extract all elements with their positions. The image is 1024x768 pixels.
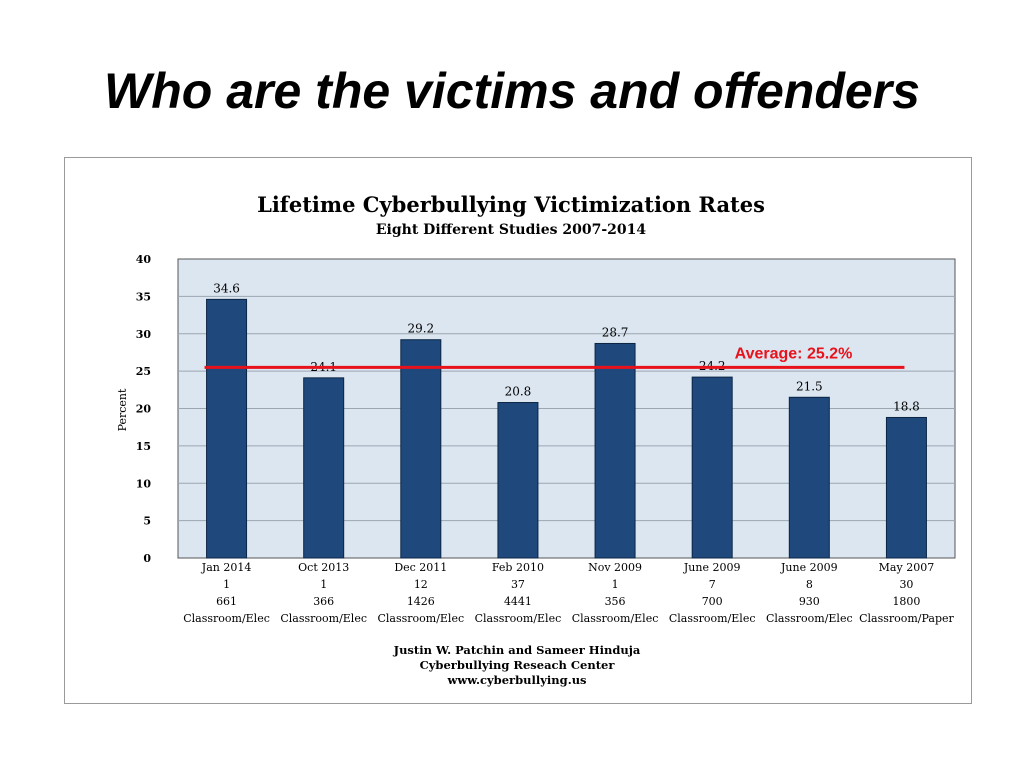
- bar: [400, 339, 442, 559]
- bar: [206, 298, 248, 559]
- data-label: 20.8: [505, 385, 532, 399]
- x-tick-label: Jan 2014: [201, 561, 252, 574]
- bar: [885, 416, 927, 559]
- x-tick-sublabel: Classroom/Elec: [183, 612, 270, 625]
- chart-marks: 0 5 10 15 20 25 30 35 40 34.6 Jan 2014 1 661 Classroo…: [136, 253, 956, 625]
- credit-center: Cyberbullying Reseach Center: [420, 658, 616, 672]
- y-tick-label: 25: [136, 365, 151, 378]
- bar: [691, 376, 733, 559]
- x-tick-label: June 2009: [683, 561, 741, 574]
- data-label: 29.2: [407, 322, 434, 336]
- x-tick-sublabel: 1: [223, 578, 230, 591]
- chart-title: Lifetime Cyberbullying Victimization Rat…: [257, 192, 765, 217]
- data-label: 28.7: [602, 325, 629, 339]
- x-tick-sublabel: Classroom/Elec: [669, 612, 756, 625]
- bar-chart: Lifetime Cyberbullying Victimization Rat…: [116, 192, 956, 687]
- x-tick-sublabel: 1426: [407, 595, 435, 608]
- x-tick-sublabel: 930: [799, 595, 820, 608]
- y-tick-label: 10: [136, 477, 152, 490]
- x-tick-sublabel: 1: [612, 578, 619, 591]
- x-tick-sublabel: 8: [806, 578, 813, 591]
- average-label: Average: 25.2%: [735, 345, 853, 362]
- x-tick-sublabel: 12: [414, 578, 428, 591]
- x-tick-label: Dec 2011: [394, 561, 447, 574]
- y-tick-label: 40: [136, 253, 152, 266]
- y-tick-label: 20: [136, 403, 152, 416]
- data-label: 34.6: [213, 281, 240, 295]
- credit-website: www.cyberbullying.us: [446, 673, 586, 687]
- x-tick-sublabel: 1: [320, 578, 327, 591]
- credit-authors: Justin W. Patchin and Sameer Hinduja: [393, 643, 641, 657]
- x-tick-sublabel: 1800: [892, 595, 920, 608]
- x-tick-label: May 2007: [879, 561, 935, 574]
- x-tick-sublabel: 661: [216, 595, 237, 608]
- x-tick-sublabel: 356: [605, 595, 626, 608]
- x-tick-sublabel: 37: [511, 578, 525, 591]
- slide-title: Who are the victims and offenders: [104, 63, 920, 119]
- x-tick-sublabel: Classroom/Elec: [280, 612, 367, 625]
- chart-figure: Lifetime Cyberbullying Victimization Rat…: [64, 157, 972, 704]
- y-axis-label: Percent: [116, 388, 129, 431]
- x-tick-sublabel: Classroom/Paper: [859, 612, 954, 625]
- bar: [788, 396, 830, 559]
- x-tick-sublabel: Classroom/Elec: [572, 612, 659, 625]
- bar: [497, 402, 539, 559]
- y-tick-label: 30: [136, 328, 152, 341]
- x-tick-sublabel: 4441: [504, 595, 532, 608]
- x-tick-label: June 2009: [780, 561, 838, 574]
- y-tick-label: 15: [136, 440, 151, 453]
- data-label: 18.8: [893, 399, 920, 413]
- x-tick-sublabel: 30: [899, 578, 913, 591]
- data-label: 21.5: [796, 379, 823, 393]
- x-tick-sublabel: 366: [313, 595, 334, 608]
- chart-subtitle: Eight Different Studies 2007-2014: [376, 222, 646, 238]
- x-tick-label: Oct 2013: [298, 561, 349, 574]
- x-tick-sublabel: Classroom/Elec: [475, 612, 562, 625]
- x-tick-sublabel: Classroom/Elec: [377, 612, 464, 625]
- x-tick-label: Feb 2010: [492, 561, 544, 574]
- bar: [303, 377, 345, 559]
- x-tick-sublabel: 700: [702, 595, 723, 608]
- x-tick-sublabel: 7: [709, 578, 716, 591]
- bar: [594, 342, 636, 559]
- y-tick-label: 0: [143, 552, 151, 565]
- x-tick-label: Nov 2009: [588, 561, 642, 574]
- y-tick-label: 5: [143, 515, 151, 528]
- x-tick-sublabel: Classroom/Elec: [766, 612, 853, 625]
- y-tick-label: 35: [136, 290, 151, 303]
